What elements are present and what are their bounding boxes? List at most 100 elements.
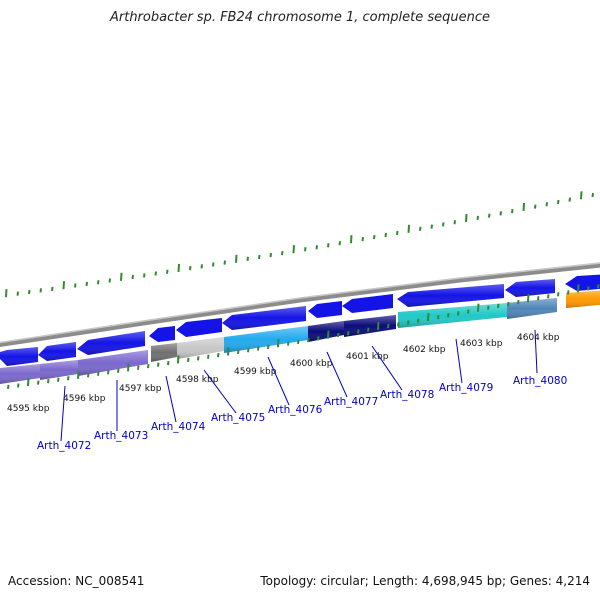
gene-block-shade xyxy=(398,303,507,328)
gc-dot xyxy=(597,284,600,289)
outer-gc-track xyxy=(5,191,594,298)
gc-tick xyxy=(442,222,445,227)
gc-tick xyxy=(85,281,88,286)
gc-tick xyxy=(5,289,8,298)
gc-tick xyxy=(557,199,560,205)
gene-leader-line xyxy=(371,345,403,391)
gc-tick xyxy=(143,273,146,278)
gene-leader-line xyxy=(203,369,237,414)
gene-arrow[interactable] xyxy=(176,318,222,337)
gene-color-blocks-track xyxy=(0,298,557,384)
gc-dot xyxy=(237,349,240,354)
gene-block-shade xyxy=(177,337,224,359)
gc-tick xyxy=(568,197,571,202)
gc-dot xyxy=(277,339,280,348)
gene-arrow[interactable] xyxy=(565,274,600,291)
gc-tick xyxy=(281,251,284,256)
gene-arrow[interactable] xyxy=(149,326,175,342)
gene-label[interactable]: Arth_4080 xyxy=(513,375,567,387)
gc-tick xyxy=(120,272,123,281)
gene-block-shade xyxy=(308,321,344,342)
gc-tick xyxy=(16,291,19,296)
gc-dot xyxy=(297,339,300,344)
gc-dot xyxy=(157,362,160,367)
gc-dot xyxy=(527,294,530,303)
scale-tick-label: 4595 kbp xyxy=(7,404,50,414)
gc-tick xyxy=(419,226,422,231)
gc-tick xyxy=(488,213,491,218)
scale-tick-label: 4602 kbp xyxy=(403,345,446,355)
scale-tick-label: 4599 kbp xyxy=(234,367,277,377)
gc-dot xyxy=(317,336,320,341)
gc-dot xyxy=(537,296,540,301)
gc-dot xyxy=(47,379,50,384)
gc-tick xyxy=(235,254,238,263)
gene-leader-line xyxy=(455,338,463,384)
gc-tick xyxy=(269,252,272,258)
gene-label[interactable]: Arth_4073 xyxy=(94,430,148,442)
gc-dot xyxy=(577,284,580,293)
gc-dot xyxy=(387,324,390,329)
gene-label[interactable]: Arth_4076 xyxy=(268,404,323,416)
inner-gc-track xyxy=(7,284,600,390)
gc-tick xyxy=(396,230,399,236)
gc-dot xyxy=(307,338,310,343)
gc-dot xyxy=(447,313,450,318)
gc-dot xyxy=(517,299,520,305)
gc-dot xyxy=(337,332,340,338)
scale-tick-label: 4600 kbp xyxy=(290,359,333,369)
gc-tick xyxy=(315,245,318,250)
gc-dot xyxy=(37,380,40,385)
gc-tick xyxy=(108,278,111,283)
sequence-backbone xyxy=(0,262,600,348)
gene-label[interactable]: Arth_4078 xyxy=(380,389,434,401)
gc-tick xyxy=(453,220,456,225)
gene-arrow-shade xyxy=(397,284,504,307)
gc-dot xyxy=(147,364,150,369)
gc-dot xyxy=(467,309,470,314)
gene-leader-line xyxy=(60,385,66,442)
gene-leader-line xyxy=(165,375,177,423)
gene-arrow-shade xyxy=(222,306,306,330)
gene-arrow[interactable] xyxy=(342,294,393,313)
gene-label[interactable]: Arth_4072 xyxy=(37,440,91,452)
gc-tick xyxy=(304,247,307,252)
gc-tick xyxy=(62,281,65,290)
gene-label[interactable]: Arth_4075 xyxy=(211,412,265,424)
gc-dot xyxy=(87,373,90,378)
gc-tick xyxy=(212,262,215,267)
gene-arrow[interactable] xyxy=(308,301,342,318)
scale-labels: 4595 kbp 4596 kbp 4597 kbp 4598 kbp 4599 kbp… xyxy=(7,333,560,414)
gene-label[interactable]: Arth_4079 xyxy=(439,382,493,394)
gc-tick xyxy=(511,209,514,214)
gene-leader-line xyxy=(267,356,290,406)
gene-block-shade xyxy=(40,360,78,380)
gc-tick xyxy=(373,234,376,240)
gene-leader-line xyxy=(534,329,538,374)
gc-dot xyxy=(247,348,250,353)
gc-dot xyxy=(227,347,230,356)
gc-dot xyxy=(97,371,100,376)
gc-dot xyxy=(457,311,460,316)
scale-tick-label: 4604 kbp xyxy=(517,333,560,343)
gene-block-shade xyxy=(224,326,308,353)
gene-block-shade xyxy=(0,364,40,384)
gc-tick xyxy=(51,286,54,291)
gc-tick xyxy=(189,266,192,271)
gc-dot xyxy=(117,368,120,373)
gc-dot xyxy=(257,346,260,351)
gc-dot xyxy=(357,329,360,334)
gc-dot xyxy=(367,327,370,332)
gc-dot xyxy=(177,355,180,364)
sequence-backbone-highlight xyxy=(0,262,600,344)
gc-tick xyxy=(476,215,479,220)
gc-tick xyxy=(246,256,249,262)
gc-tick xyxy=(384,232,387,238)
gc-tick xyxy=(522,202,525,211)
gc-dot xyxy=(127,363,130,372)
gc-dot xyxy=(477,303,480,312)
gene-arrow-shade xyxy=(77,331,145,355)
gene-label[interactable]: Arth_4077 xyxy=(324,396,378,408)
gene-block-shade xyxy=(344,315,396,337)
gene-label[interactable]: Arth_4074 xyxy=(151,421,206,433)
